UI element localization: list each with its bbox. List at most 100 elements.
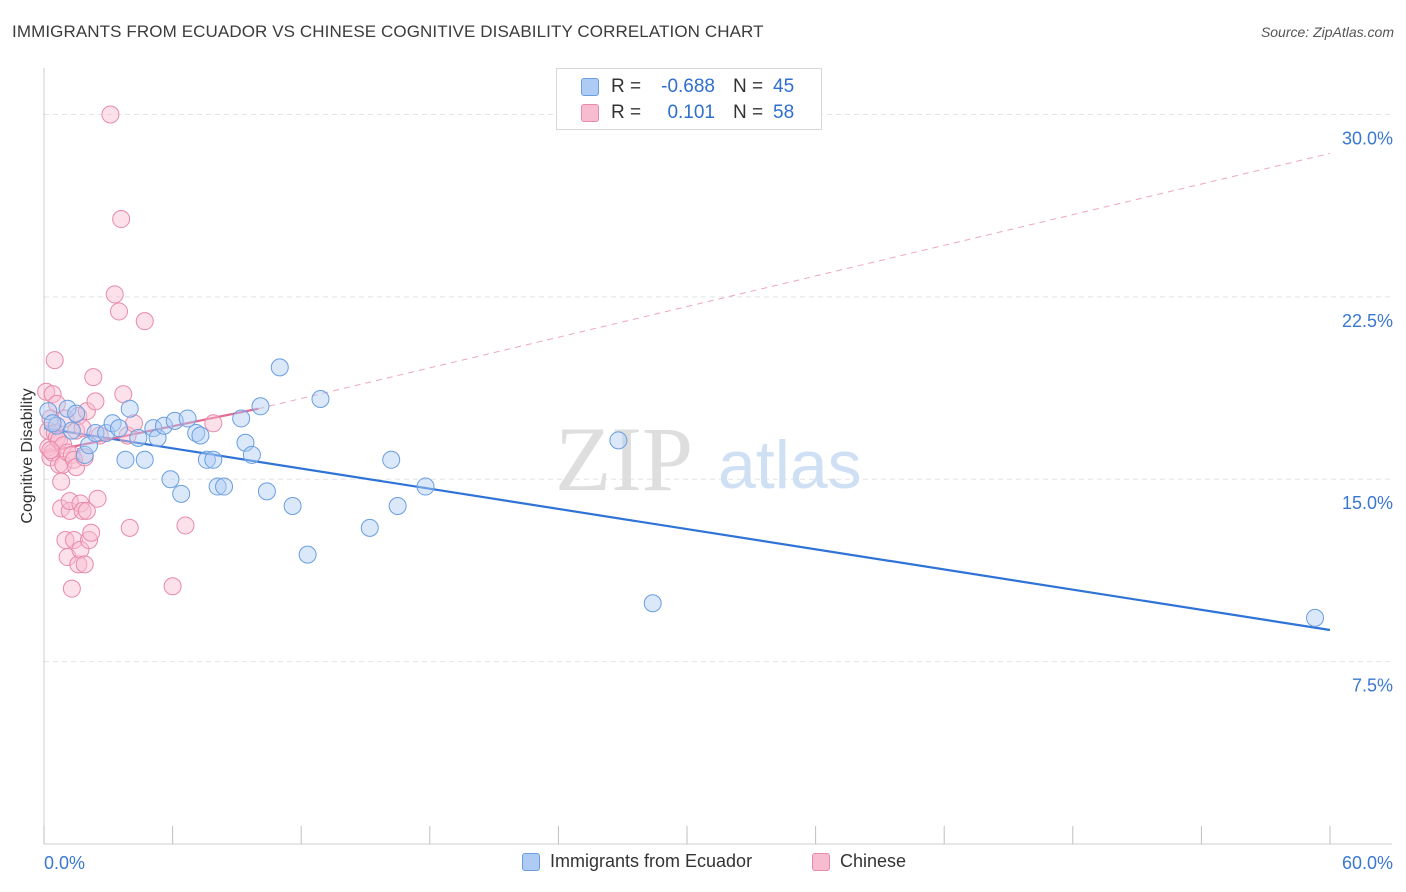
watermark-zip: ZIP bbox=[555, 408, 693, 510]
legend-swatch-ecuador bbox=[581, 78, 599, 96]
chinese-point bbox=[110, 302, 129, 321]
chinese-point bbox=[101, 105, 120, 124]
ecuador-point bbox=[129, 428, 148, 447]
ecuador-point bbox=[161, 470, 180, 489]
ecuador-point bbox=[178, 409, 197, 428]
ecuador-point bbox=[110, 419, 129, 438]
y-tick-label: 30.0% bbox=[1342, 128, 1393, 148]
ecuador-point bbox=[120, 399, 139, 418]
chinese-point bbox=[120, 518, 139, 537]
chinese-point bbox=[86, 392, 105, 411]
y-tick-label: 15.0% bbox=[1342, 493, 1393, 513]
ecuador-point bbox=[62, 421, 81, 440]
ecuador-point bbox=[388, 496, 407, 515]
chinese-point bbox=[60, 492, 79, 511]
bottom-swatch-chinese bbox=[812, 852, 830, 871]
chinese-point bbox=[88, 489, 107, 508]
chinese-point bbox=[75, 555, 94, 574]
ecuador-point bbox=[58, 399, 77, 418]
chinese-point bbox=[84, 368, 103, 387]
ecuador-point bbox=[75, 445, 94, 464]
ecuador-point bbox=[144, 419, 163, 438]
ecuador-trend-line bbox=[43, 427, 1331, 632]
ecuador-point bbox=[191, 426, 210, 445]
ecuador-point bbox=[360, 518, 379, 537]
gridlines bbox=[44, 113, 1392, 663]
chinese-point bbox=[176, 516, 195, 535]
watermark-atlas: atlas bbox=[718, 427, 862, 503]
ecuador-point bbox=[257, 482, 276, 501]
ecuador-point bbox=[215, 477, 234, 496]
chinese-point bbox=[135, 312, 154, 331]
ecuador-point bbox=[172, 484, 191, 503]
r-label: R = bbox=[611, 102, 642, 123]
chinese-point bbox=[65, 450, 84, 469]
source-label: Source: ZipAtlas.com bbox=[1260, 24, 1394, 40]
chinese-point bbox=[80, 531, 99, 550]
bottom-legend-chinese: Chinese bbox=[812, 851, 906, 872]
stats-legend: R = -0.688 N = 45 R = 0.101 N = 58 bbox=[556, 68, 822, 130]
y-tick-label: 7.5% bbox=[1352, 676, 1393, 696]
n-value-ecuador: 45 bbox=[773, 76, 795, 97]
ecuador-point bbox=[242, 445, 261, 464]
chinese-point bbox=[112, 210, 131, 229]
x-tick-label: 0.0% bbox=[44, 853, 85, 873]
ecuador-point bbox=[135, 450, 154, 469]
ecuador-point bbox=[208, 477, 227, 496]
ecuador-point bbox=[643, 594, 662, 613]
ecuador-point bbox=[86, 424, 105, 443]
chinese-point bbox=[52, 472, 71, 491]
x-tick-label: 60.0% bbox=[1342, 853, 1393, 873]
n-value-chinese: 58 bbox=[773, 102, 795, 123]
ecuador-point bbox=[204, 450, 223, 469]
bottom-legend-label-ecuador: Immigrants from Ecuador bbox=[550, 851, 753, 871]
n-label: N = bbox=[733, 102, 764, 123]
legend-row-ecuador: R = -0.688 N = 45 bbox=[581, 75, 794, 99]
ecuador-point bbox=[155, 416, 174, 435]
chinese-point bbox=[73, 501, 92, 520]
ecuador-point bbox=[283, 496, 302, 515]
ecuador-point bbox=[39, 402, 58, 421]
n-label: N = bbox=[733, 76, 764, 97]
ecuador-point bbox=[270, 358, 289, 377]
data-points bbox=[37, 105, 1324, 627]
ecuador-point bbox=[298, 545, 317, 564]
ecuador-point bbox=[311, 389, 330, 408]
trend-lines bbox=[43, 152, 1331, 632]
ecuador-point bbox=[1305, 608, 1324, 627]
ecuador-point bbox=[67, 404, 86, 423]
legend-swatch-chinese bbox=[581, 104, 599, 122]
chinese-point bbox=[41, 441, 60, 460]
chart-title: IMMIGRANTS FROM ECUADOR VS CHINESE COGNI… bbox=[12, 22, 764, 41]
ecuador-point bbox=[43, 414, 62, 433]
ecuador-point bbox=[197, 450, 216, 469]
bottom-swatch-ecuador bbox=[522, 852, 540, 871]
chinese-point bbox=[71, 494, 90, 513]
tick-labels: 7.5% 15.0% 22.5% 30.0% 0.0% 60.0% bbox=[44, 128, 1393, 873]
ecuador-point bbox=[382, 450, 401, 469]
chinese-point bbox=[45, 351, 64, 370]
bottom-legend-ecuador: Immigrants from Ecuador bbox=[522, 851, 752, 872]
chinese-point bbox=[163, 577, 182, 596]
chinese-point bbox=[69, 555, 88, 574]
chinese-point bbox=[43, 385, 62, 404]
chinese-point bbox=[82, 523, 101, 542]
r-value-ecuador: -0.688 bbox=[661, 76, 715, 97]
r-value-chinese: 0.101 bbox=[667, 102, 715, 123]
chinese-trend-line bbox=[43, 407, 259, 454]
ecuador-point bbox=[416, 477, 435, 496]
watermark: ZIP atlas bbox=[555, 408, 862, 510]
chinese-point bbox=[65, 531, 84, 550]
ecuador-point bbox=[251, 397, 270, 416]
chinese-point bbox=[105, 285, 124, 304]
chinese-point bbox=[204, 414, 223, 433]
r-label: R = bbox=[611, 76, 642, 97]
ecuador-point bbox=[116, 450, 135, 469]
chinese-trend-extension bbox=[258, 152, 1331, 410]
chinese-point bbox=[77, 501, 96, 520]
ecuador-point bbox=[232, 409, 251, 428]
chinese-point bbox=[62, 579, 81, 598]
y-tick-label: 22.5% bbox=[1342, 311, 1393, 331]
ecuador-point bbox=[609, 431, 628, 450]
